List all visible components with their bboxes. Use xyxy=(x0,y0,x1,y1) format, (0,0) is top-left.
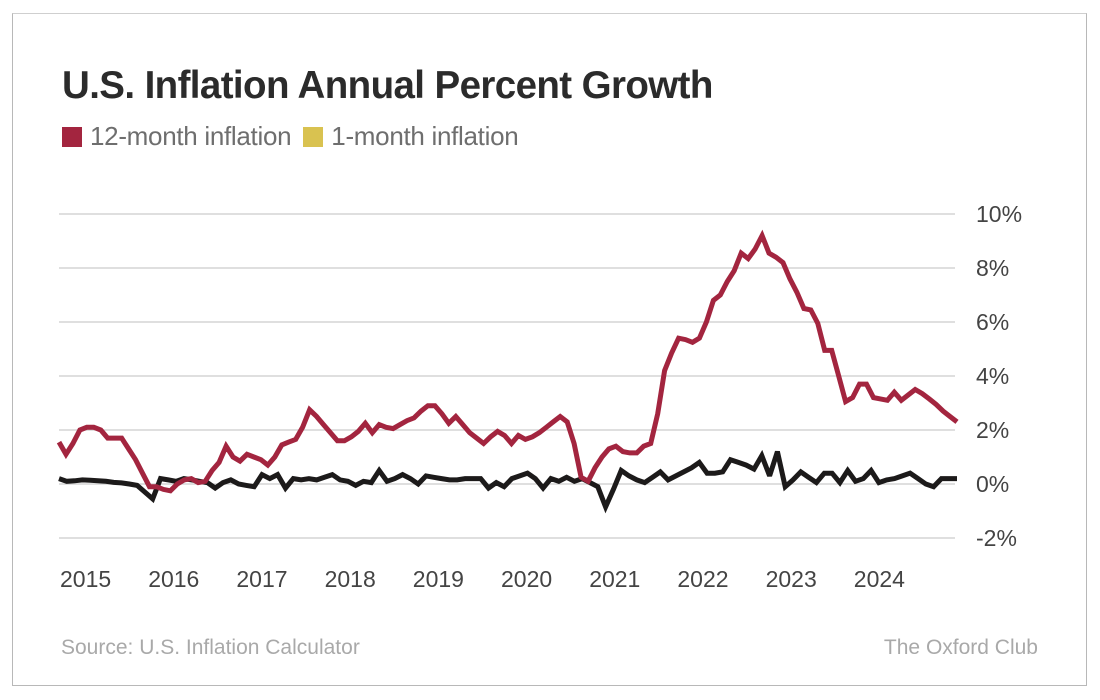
x-tick-label: 2017 xyxy=(236,566,287,592)
x-tick-label: 2023 xyxy=(766,566,817,592)
series-line-12-month xyxy=(56,229,959,494)
legend-swatch-12-month xyxy=(62,126,82,147)
series-line-1-month xyxy=(58,449,957,514)
legend-item-1-month: 1-month inflation xyxy=(303,121,519,152)
x-tick-label: 2024 xyxy=(854,566,905,592)
chart-title: U.S. Inflation Annual Percent Growth xyxy=(62,64,713,107)
y-tick-label: 2% xyxy=(976,417,1009,443)
source-note: Source: U.S. Inflation Calculator xyxy=(61,636,360,659)
x-tick-label: 2020 xyxy=(501,566,552,592)
y-tick-label: 4% xyxy=(976,363,1009,389)
legend-item-12-month: 12-month inflation xyxy=(62,121,292,152)
series-lines xyxy=(56,229,959,514)
x-tick-label: 2018 xyxy=(325,566,376,592)
x-axis-ticks: 2015 2016 2017 2018 2019 2020 2021 2022 2023 2024 xyxy=(60,566,905,592)
y-tick-label: 8% xyxy=(976,255,1009,281)
chart-frame xyxy=(12,13,1087,686)
y-tick-label: -2% xyxy=(976,525,1017,551)
x-tick-label: 2015 xyxy=(60,566,111,592)
legend-label-12-month: 12-month inflation xyxy=(90,121,292,151)
x-tick-label: 2019 xyxy=(413,566,464,592)
y-tick-label: 0% xyxy=(976,471,1009,497)
gridlines xyxy=(59,213,955,539)
y-tick-label: 6% xyxy=(976,309,1009,335)
x-tick-label: 2016 xyxy=(148,566,199,592)
x-tick-label: 2022 xyxy=(677,566,728,592)
legend-swatch-1-month xyxy=(303,126,324,147)
x-tick-label: 2021 xyxy=(589,566,640,592)
legend-label-1-month: 1-month inflation xyxy=(331,121,519,151)
brand-label: The Oxford Club xyxy=(883,636,1038,659)
y-axis-ticks: 10% 8% 6% 4% 2% 0% -2% xyxy=(976,201,1022,551)
legend: 12-month inflation 1-month inflation xyxy=(62,121,530,152)
y-tick-label: 10% xyxy=(976,201,1022,227)
